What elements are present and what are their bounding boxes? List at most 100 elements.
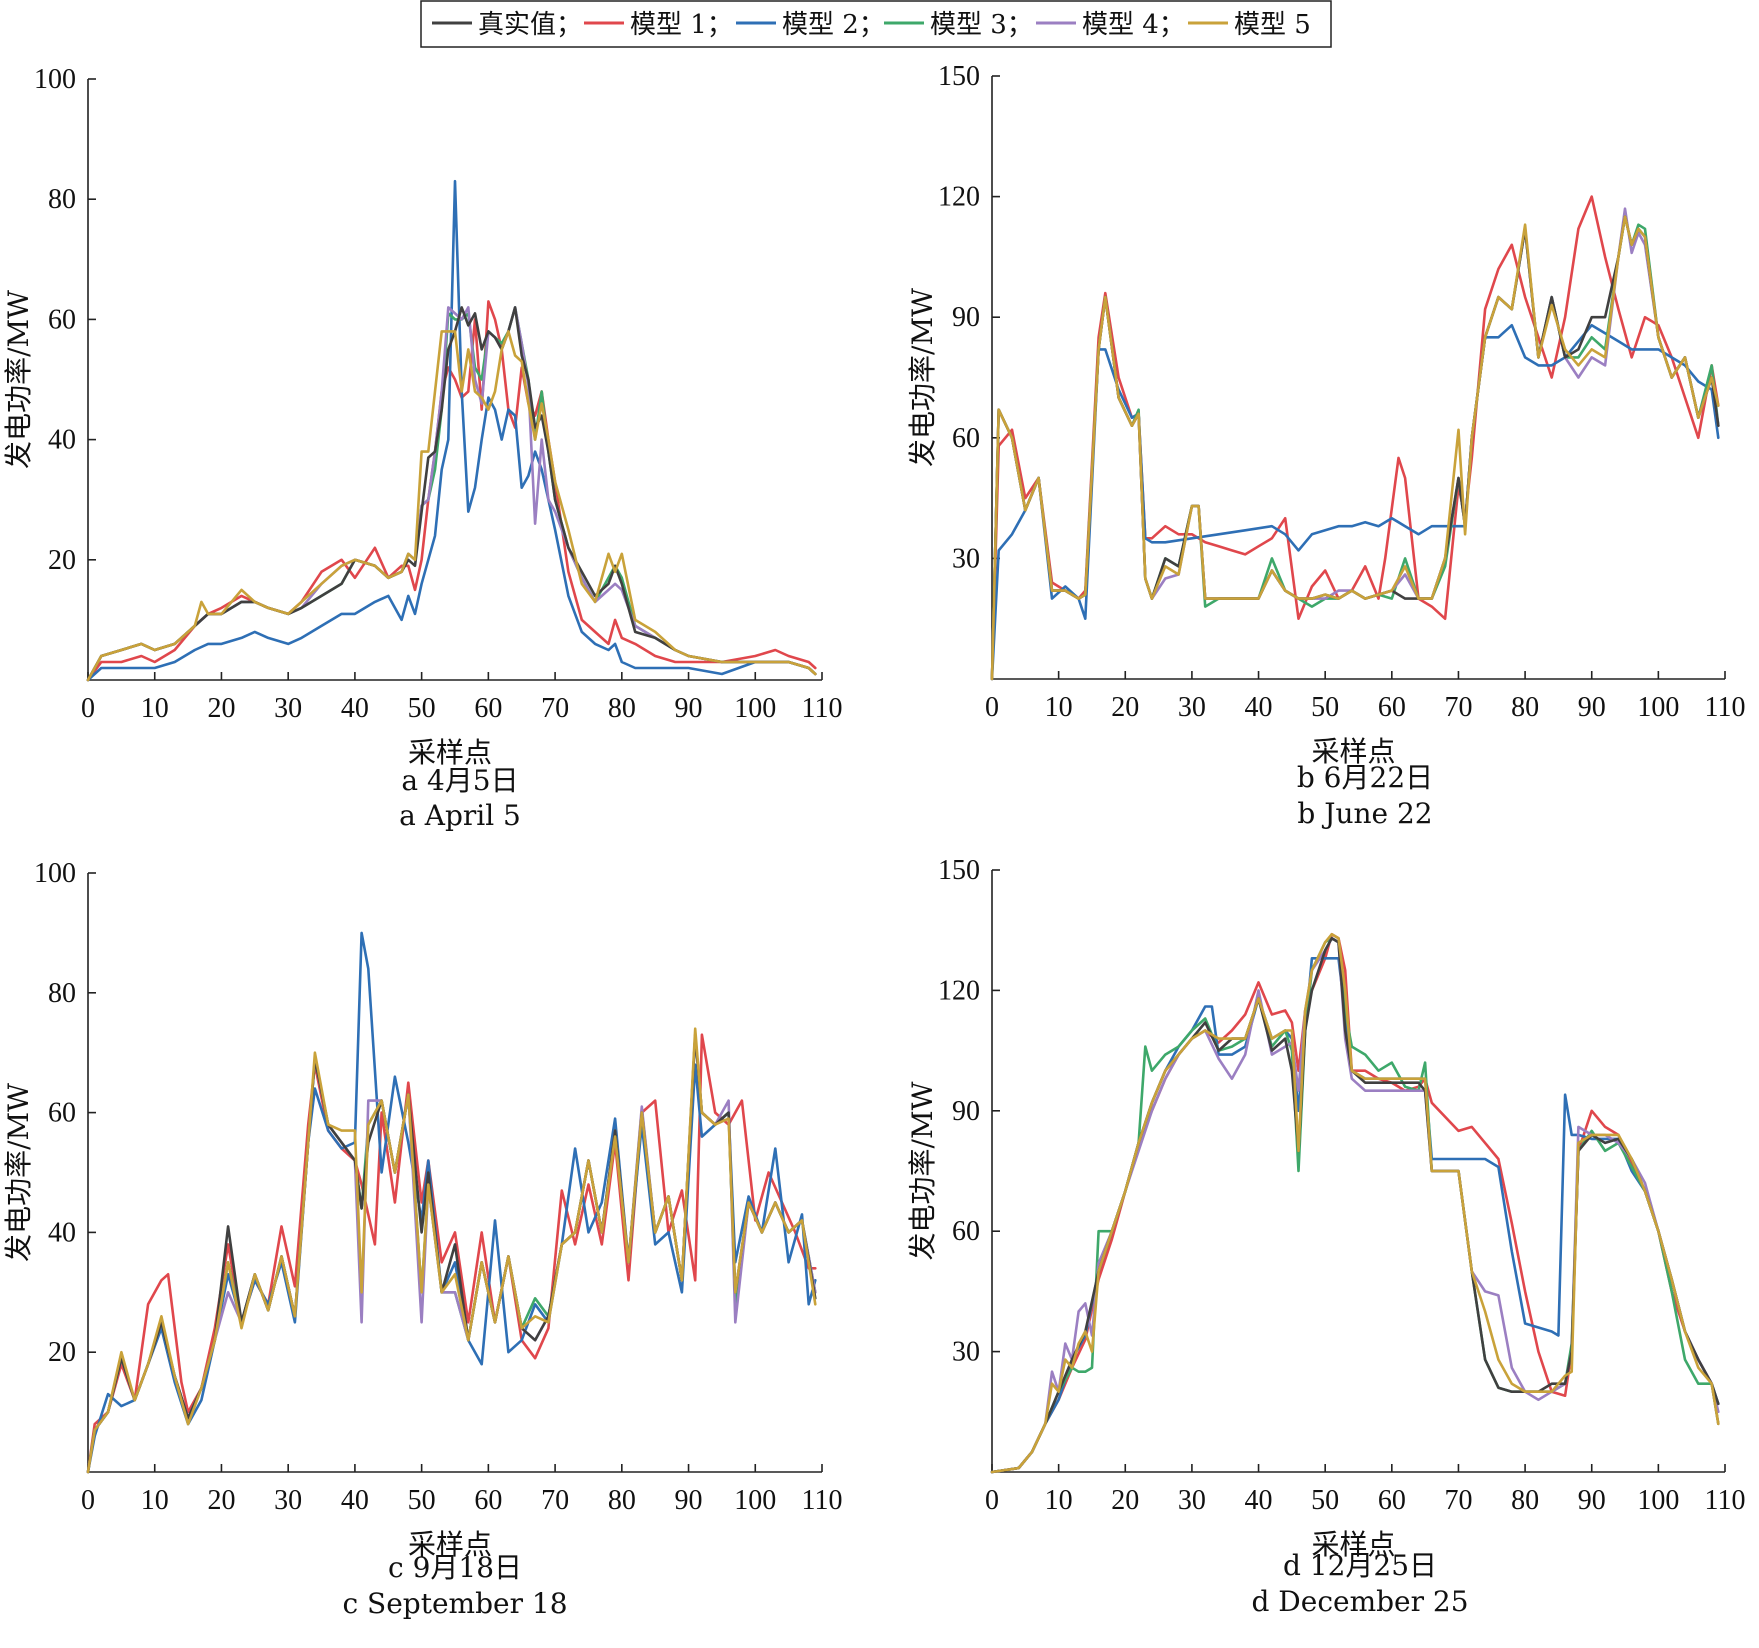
x-tick-label: 60 [474,1485,502,1516]
y-tick-label: 120 [938,975,980,1006]
x-tick-label: 30 [274,1485,302,1516]
x-tick-label: 20 [1111,1485,1139,1516]
series-line [990,932,1720,1474]
x-tick-label: 40 [1245,692,1273,723]
series-line [990,207,1720,681]
x-tick-label: 30 [1178,1485,1206,1516]
y-axis-label: 发电功率/MW [2,1083,35,1262]
x-tick-label: 50 [1311,1485,1339,1516]
y-tick-label: 40 [48,1217,76,1248]
caption-cn: c 9月18日 [388,1551,522,1584]
y-tick-label: 100 [34,858,76,889]
x-tick-label: 50 [408,693,436,724]
x-tick-label: 0 [985,1485,999,1516]
chart-panel: 0 10 20 30 40 50 60 70 80 90 100 110 20 40 60 80 100 采样点 发… [2,64,842,832]
y-tick-label: 80 [48,978,76,1009]
series-line [86,306,817,682]
x-tick-label: 20 [207,693,235,724]
x-tick-label: 80 [1511,692,1539,723]
series-line [990,215,1720,681]
y-tick-label: 20 [48,545,76,576]
x-tick-label: 10 [141,693,169,724]
x-tick-label: 30 [1178,692,1206,723]
series-line [86,1027,817,1474]
x-tick-label: 110 [802,1485,843,1516]
x-axis-label: 采样点 [408,736,492,769]
chart-panel: 0 10 20 30 40 50 60 70 80 90 100 110 30 60 90 120 150 采样点… [906,61,1745,830]
caption-cn: d 12月25日 [1283,1549,1437,1582]
x-tick-label: 80 [608,1485,636,1516]
y-tick-label: 90 [952,1096,980,1127]
y-tick-label: 60 [952,1216,980,1247]
y-tick-label: 150 [938,855,980,886]
caption-cn: a 4月5日 [401,764,518,797]
caption-en: a April 5 [399,799,521,832]
caption-en: d December 25 [1251,1585,1468,1618]
x-tick-label: 70 [1444,692,1472,723]
series-line [86,330,817,682]
series-line [86,300,817,682]
series-line [990,323,1720,681]
x-tick-label: 70 [1444,1485,1472,1516]
x-tick-label: 60 [1378,1485,1406,1516]
y-tick-label: 150 [938,61,980,92]
x-tick-label: 10 [1045,692,1073,723]
x-tick-label: 50 [1311,692,1339,723]
y-tick-label: 90 [952,302,980,333]
x-tick-label: 100 [734,693,776,724]
x-tick-label: 90 [1578,1485,1606,1516]
x-tick-label: 90 [675,1485,703,1516]
caption-en: c September 18 [342,1587,567,1620]
series-line [990,936,1720,1474]
x-tick-label: 70 [541,1485,569,1516]
x-tick-label: 10 [1045,1485,1073,1516]
chart-panel: 0 10 20 30 40 50 60 70 80 90 100 110 20 40 60 80 100 采样点 发… [2,858,842,1620]
series-line [86,179,817,682]
legend-box [420,0,1332,48]
legend-entry: 模型 1； [630,10,733,40]
y-tick-label: 20 [48,1337,76,1368]
series-line [990,936,1720,1474]
x-tick-label: 80 [608,693,636,724]
x-tick-label: 0 [81,1485,95,1516]
series-line [990,936,1720,1474]
x-tick-label: 0 [81,693,95,724]
x-tick-label: 30 [274,693,302,724]
series-line [86,931,817,1474]
x-tick-label: 110 [1705,1485,1746,1516]
y-axis-label: 发电功率/MW [2,290,35,469]
x-tick-label: 110 [802,693,843,724]
series-line [990,215,1720,681]
chart-panel: 0 10 20 30 40 50 60 70 80 90 100 110 30 60 90 120 150 采样点… [906,855,1745,1618]
legend-entry: 模型 3； [930,10,1033,40]
x-tick-label: 70 [541,693,569,724]
chart-panels: 0 10 20 30 40 50 60 70 80 90 100 11020406080100采样点发… [2,61,1745,1620]
series-line [990,956,1720,1474]
x-tick-label: 80 [1511,1485,1539,1516]
x-tick-label: 10 [141,1485,169,1516]
x-tick-label: 60 [474,693,502,724]
legend-entry: 真实值； [478,10,582,40]
x-tick-label: 20 [207,1485,235,1516]
legend: 真实值； 模型 1； 模型 2； 模型 3； 模型 4； 模型 5 [420,0,1332,48]
y-axis-label: 发电功率/MW [906,288,939,467]
y-tick-label: 30 [952,543,980,574]
x-tick-label: 90 [1578,692,1606,723]
y-tick-label: 30 [952,1337,980,1368]
x-tick-label: 0 [985,692,999,723]
x-tick-label: 40 [1245,1485,1273,1516]
legend-entry: 模型 5 [1234,10,1311,40]
caption-en: b June 22 [1297,797,1432,830]
x-tick-label: 100 [1637,692,1679,723]
y-tick-label: 60 [48,304,76,335]
y-tick-label: 80 [48,184,76,215]
y-tick-label: 120 [938,182,980,213]
series-line [990,215,1720,681]
y-tick-label: 40 [48,425,76,456]
x-tick-label: 50 [408,1485,436,1516]
x-tick-label: 20 [1111,692,1139,723]
x-tick-label: 100 [734,1485,776,1516]
y-tick-label: 100 [34,64,76,95]
x-axis-label: 采样点 [1311,735,1395,768]
series-line [990,195,1720,681]
